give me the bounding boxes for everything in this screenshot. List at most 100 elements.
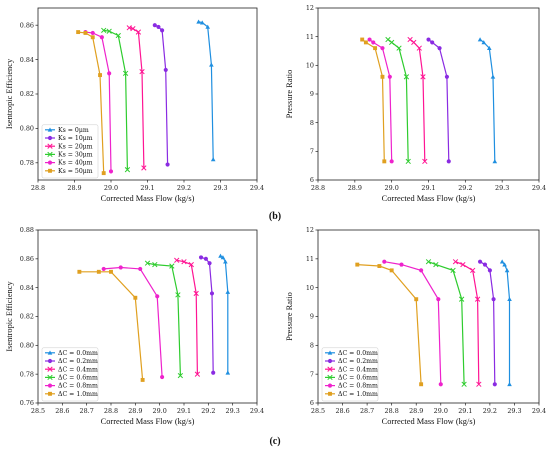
- legend-label: ΔC = 0.8mm: [338, 383, 378, 390]
- y-tick-label: 6: [310, 399, 314, 407]
- data-point: [477, 37, 483, 42]
- data-point: [99, 35, 104, 40]
- y-tick-label: 12: [306, 226, 314, 234]
- series-line: [409, 39, 426, 162]
- data-point: [446, 159, 451, 164]
- data-point: [225, 370, 231, 375]
- x-axis-label: Corrected Mass Flow (kg/s): [382, 194, 476, 203]
- data-point: [420, 74, 426, 80]
- data-point: [507, 381, 512, 387]
- data-point: [425, 259, 432, 265]
- legend-marker: [48, 168, 52, 173]
- chart-c-left: 28.5 28.6 28.7 28.8 28.9 29.0 29.1 29.2 29.3 29.4…: [5, 226, 264, 426]
- series-line: [103, 29, 128, 170]
- legend-label: Ks = 0μm: [58, 127, 89, 134]
- data-point: [140, 377, 145, 382]
- data-point: [499, 259, 505, 264]
- data-point: [385, 36, 391, 43]
- series-line: [501, 261, 511, 385]
- x-tick-label: 28.8: [311, 184, 325, 192]
- data-point: [399, 262, 404, 267]
- x-tick-label: 29.4: [250, 407, 264, 415]
- data-point: [481, 40, 487, 45]
- data-point: [461, 381, 467, 387]
- data-point: [476, 381, 482, 387]
- data-point: [106, 28, 112, 34]
- y-tick-label: 10: [306, 62, 314, 70]
- data-point: [389, 159, 394, 164]
- x-tick-label: 28.8: [31, 184, 45, 192]
- data-point: [389, 268, 394, 273]
- data-point: [414, 297, 419, 302]
- data-point: [160, 28, 165, 33]
- legend-marker: [47, 160, 53, 165]
- data-point: [396, 45, 402, 51]
- series: [126, 25, 147, 171]
- y-tick-label: 6: [310, 176, 314, 184]
- legend-label: ΔC = 0.2mm: [58, 358, 98, 365]
- y-tick-label: 7: [310, 370, 314, 378]
- series: [499, 259, 512, 387]
- series-line: [154, 24, 169, 165]
- data-point: [122, 70, 129, 77]
- data-point: [193, 290, 199, 297]
- series: [477, 259, 497, 387]
- data-point: [209, 291, 215, 296]
- data-point: [109, 269, 113, 274]
- data-point: [76, 30, 81, 35]
- data-point: [474, 296, 481, 302]
- x-tick-label: 29.3: [226, 407, 240, 415]
- data-point: [225, 289, 231, 294]
- legend-label: ΔC = 0.4mm: [58, 366, 98, 373]
- data-point: [382, 159, 387, 164]
- data-point: [118, 265, 123, 270]
- x-tick-label: 29.1: [177, 407, 191, 415]
- legend-label: Ks = 10μm: [58, 135, 93, 142]
- series-line: [220, 255, 229, 373]
- y-tick-label: 0.86: [20, 255, 34, 263]
- legend-marker: [327, 366, 333, 372]
- data-point: [373, 46, 378, 51]
- data-point: [108, 169, 114, 174]
- x-tick-label: 29.0: [104, 184, 118, 192]
- plot-frame: [317, 7, 540, 181]
- data-point: [387, 74, 392, 79]
- legend-label: Ks = 40μm: [58, 160, 93, 167]
- data-point: [377, 264, 382, 268]
- data-point: [450, 267, 456, 274]
- x-tick-label: 29.1: [140, 184, 154, 192]
- data-point: [138, 266, 143, 271]
- data-point: [124, 167, 131, 173]
- data-point: [101, 171, 106, 176]
- legend-marker: [47, 151, 53, 158]
- data-point: [419, 268, 424, 273]
- series-line: [428, 39, 450, 162]
- data-point: [380, 46, 385, 51]
- chart-b-right: 28.8 28.9 29.0 29.1 29.2 29.3 29.4 6 7 8 9 10 11 12 Co…: [285, 4, 546, 203]
- series-line: [428, 261, 465, 385]
- data-point: [438, 382, 443, 387]
- y-axis-label: Pressure Ratio: [285, 292, 294, 341]
- data-point: [437, 46, 442, 51]
- series-line: [479, 261, 496, 385]
- data-point: [211, 370, 216, 375]
- data-point: [101, 27, 107, 34]
- series: [174, 257, 201, 377]
- data-point: [492, 382, 497, 387]
- y-axis-label: Isentropic Efficiency: [5, 281, 14, 352]
- x-tick-label: 28.8: [104, 407, 118, 415]
- data-point: [196, 19, 201, 24]
- y-tick-label: 0.80: [20, 342, 34, 350]
- series-line: [369, 39, 393, 162]
- legend-marker: [47, 350, 53, 355]
- legend-label: ΔC = 0.2mm: [338, 358, 378, 365]
- data-point: [504, 268, 510, 273]
- x-axis-label: Corrected Mass Flow (kg/s): [101, 417, 195, 426]
- data-point: [209, 62, 214, 67]
- data-point: [90, 30, 95, 36]
- data-point: [416, 45, 422, 51]
- y-tick-label: 0.82: [20, 90, 34, 98]
- legend-box: [41, 347, 99, 402]
- x-tick-label: 28.7: [80, 407, 94, 415]
